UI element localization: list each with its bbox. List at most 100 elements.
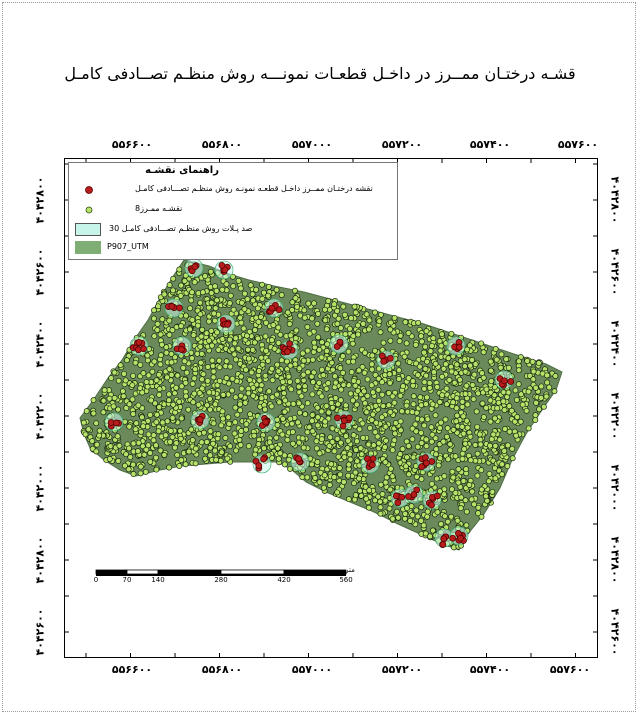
tree-point bbox=[150, 432, 157, 439]
tree-point bbox=[208, 299, 215, 306]
tree-point bbox=[203, 439, 210, 445]
tree-point bbox=[94, 441, 100, 448]
tree-point bbox=[151, 358, 158, 365]
tree-point bbox=[197, 299, 204, 306]
tree-point bbox=[421, 379, 428, 386]
tree-point bbox=[208, 327, 215, 334]
tree-point bbox=[387, 337, 394, 344]
tree-point bbox=[381, 444, 388, 451]
scale-bar bbox=[95, 569, 347, 576]
tree-point bbox=[354, 387, 361, 394]
tree-point bbox=[282, 397, 289, 404]
legend-item-utm: P907_UTM bbox=[75, 241, 393, 255]
tree-point bbox=[153, 454, 159, 461]
tree-point bbox=[514, 414, 521, 420]
tree-point bbox=[407, 517, 414, 524]
tree-point bbox=[116, 442, 123, 449]
tree-point bbox=[119, 388, 126, 395]
sample-tree-point bbox=[295, 455, 302, 463]
tree-point bbox=[199, 326, 206, 333]
tree-point bbox=[198, 376, 205, 383]
tree-point bbox=[203, 330, 210, 337]
x-tick-top: ۵۵۷۴۰۰ bbox=[469, 138, 511, 151]
tree-point bbox=[301, 383, 308, 390]
sample-tree-point bbox=[380, 358, 388, 365]
tree-point bbox=[176, 463, 183, 469]
tree-point bbox=[536, 406, 543, 413]
tree-point bbox=[345, 348, 352, 355]
tree-point bbox=[518, 391, 525, 398]
tree-point bbox=[189, 289, 195, 296]
tree-point bbox=[438, 521, 444, 527]
tree-point bbox=[150, 315, 157, 322]
sample-tree-points bbox=[107, 262, 515, 548]
tree-point bbox=[341, 311, 348, 318]
tree-point bbox=[192, 460, 199, 467]
tree-point bbox=[191, 390, 198, 397]
tree-point bbox=[385, 402, 392, 409]
tree-point bbox=[453, 361, 460, 368]
tree-point bbox=[227, 443, 234, 450]
tree-point bbox=[459, 403, 466, 410]
tree-point bbox=[238, 428, 245, 434]
tree-point bbox=[132, 426, 139, 433]
tree-point bbox=[192, 366, 199, 373]
tree-point bbox=[139, 389, 146, 396]
tree-point bbox=[176, 266, 183, 273]
tree-point bbox=[418, 517, 425, 524]
tree-point bbox=[445, 355, 452, 362]
tree-point bbox=[306, 424, 313, 431]
tree-point bbox=[487, 358, 494, 365]
tree-point bbox=[237, 401, 244, 408]
tree-point bbox=[532, 412, 539, 419]
tree-point bbox=[429, 527, 436, 534]
tree-point bbox=[356, 426, 363, 433]
tree-point bbox=[398, 408, 405, 415]
tree-point bbox=[197, 343, 204, 350]
tree-point bbox=[320, 372, 327, 379]
tree-point bbox=[337, 365, 344, 372]
tree-point bbox=[308, 461, 315, 468]
tree-point bbox=[237, 392, 244, 399]
tree-point bbox=[216, 357, 223, 364]
tree-point bbox=[296, 400, 302, 407]
y-tick-left: ۴۰۴۲۲۰۰ bbox=[33, 392, 47, 440]
tree-point bbox=[151, 307, 157, 314]
tree-point bbox=[209, 357, 216, 364]
tree-point bbox=[369, 366, 375, 373]
tree-point bbox=[314, 414, 321, 421]
tree-point bbox=[247, 411, 253, 418]
scale-label: 0 bbox=[93, 576, 99, 584]
y-tick-right: ۴۰۴۲۸۰۰ bbox=[608, 176, 622, 224]
tree-point bbox=[368, 361, 375, 368]
tree-point bbox=[540, 403, 547, 410]
tree-point bbox=[148, 397, 155, 404]
tree-point bbox=[334, 435, 341, 442]
tree-point bbox=[206, 389, 213, 396]
tree-point bbox=[323, 403, 330, 409]
tree-point bbox=[316, 346, 323, 353]
tree-point bbox=[276, 399, 283, 406]
tree-point bbox=[271, 345, 278, 352]
y-tick-right: ۴۰۴۲۲۰۰ bbox=[608, 392, 622, 440]
tree-point bbox=[158, 341, 165, 348]
tree-point bbox=[467, 457, 474, 464]
tree-point bbox=[238, 319, 245, 326]
tree-point bbox=[275, 368, 282, 375]
tree-point bbox=[413, 507, 420, 514]
tree-point bbox=[331, 474, 338, 481]
tree-point bbox=[130, 372, 137, 379]
tree-point bbox=[187, 305, 194, 312]
tree-point bbox=[418, 429, 425, 436]
tree-point bbox=[372, 402, 379, 409]
tree-point bbox=[251, 339, 258, 346]
tree-point bbox=[533, 399, 540, 406]
tree-point bbox=[93, 420, 100, 427]
tree-point bbox=[232, 356, 239, 363]
tree-point bbox=[110, 403, 117, 410]
tree-point bbox=[505, 364, 512, 371]
tree-point bbox=[242, 399, 249, 406]
tree-point bbox=[212, 401, 219, 408]
tree-point bbox=[310, 379, 317, 386]
tree-point bbox=[153, 442, 159, 449]
